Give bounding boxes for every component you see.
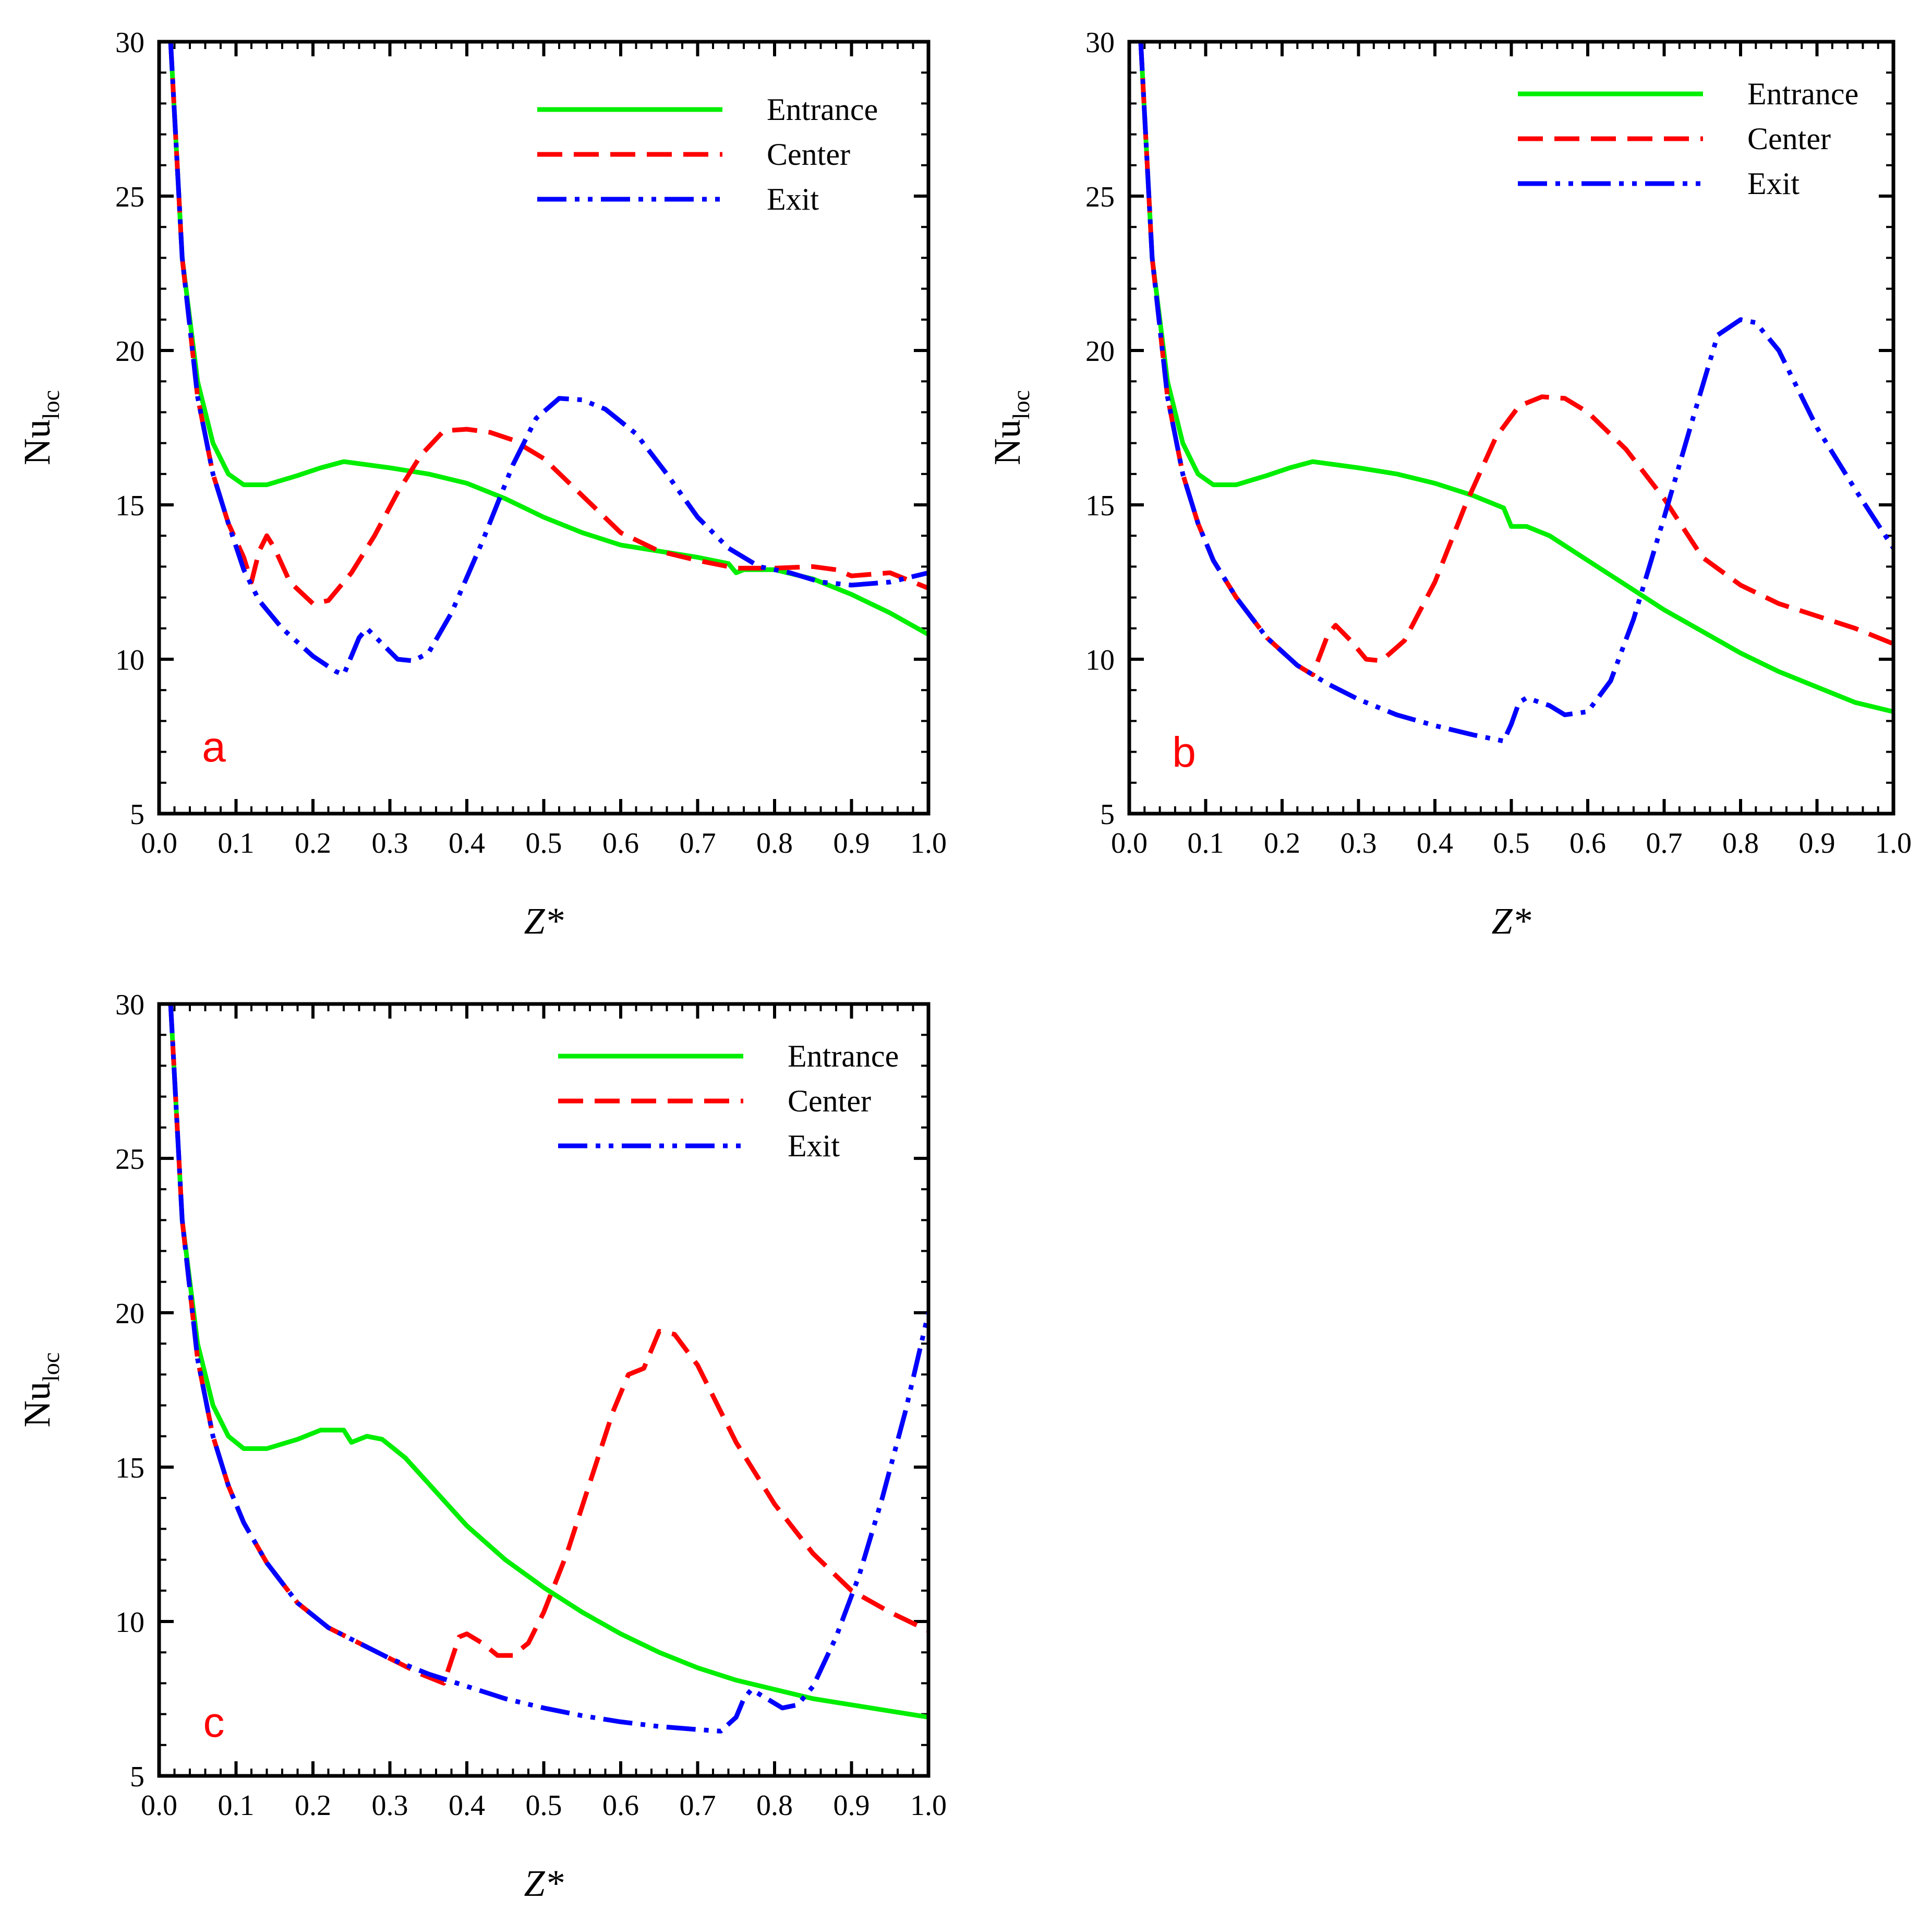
y-tick-label: 10 xyxy=(1085,644,1115,676)
y-axis-label-subscript: loc xyxy=(1008,390,1034,419)
y-tick-label: 15 xyxy=(1085,490,1115,522)
legend-label-center: Center xyxy=(788,1084,871,1118)
legend-label-exit: Exit xyxy=(767,182,819,216)
x-tick-label: 0.6 xyxy=(602,1789,639,1822)
x-tick-label: 0.0 xyxy=(1111,827,1148,860)
x-tick-label: 0.3 xyxy=(372,827,408,860)
series-line-entrance xyxy=(1138,42,1893,714)
legend-label-center: Center xyxy=(767,137,850,172)
x-tick-label: 0.5 xyxy=(526,827,562,860)
x-tick-label: 0.8 xyxy=(1722,827,1759,860)
x-tick-label: 0.6 xyxy=(602,827,639,860)
series-line-exit xyxy=(168,1004,928,1734)
x-tick-label: 0.2 xyxy=(295,1789,331,1822)
y-axis-label-main: Nu xyxy=(16,1382,58,1427)
x-tick-label: 0.2 xyxy=(1264,827,1300,860)
x-axis-label: Z* xyxy=(524,900,563,942)
panel-label: b xyxy=(1172,729,1196,776)
legend-label-exit: Exit xyxy=(788,1129,840,1163)
x-tick-label: 1.0 xyxy=(910,827,947,860)
y-tick-label: 15 xyxy=(115,490,144,522)
series-line-exit xyxy=(168,42,928,677)
x-tick-label: 0.3 xyxy=(1341,827,1377,860)
chart-panel-b: 0.0 0.1 0.2 0.3 0.4 0.5 0.6 0.7 0.8 0.9 1.0 5 10 15 20… xyxy=(986,27,1912,942)
x-tick-label: 0.2 xyxy=(295,827,331,860)
chart-panel-c: 0.0 0.1 0.2 0.3 0.4 0.5 0.6 0.7 0.8 0.9 1.0 5 10 15 20… xyxy=(16,989,947,1904)
y-tick-label: 30 xyxy=(1085,27,1115,59)
x-tick-label: 0.0 xyxy=(141,827,177,860)
legend-label-entrance: Entrance xyxy=(1747,77,1858,111)
y-axis-label-subscript: loc xyxy=(38,390,64,419)
y-axis-label-main: Nu xyxy=(16,419,58,465)
panel-label: c xyxy=(203,1699,225,1746)
y-tick-label: 20 xyxy=(115,1298,144,1330)
x-tick-label: 0.1 xyxy=(218,1789,255,1822)
x-tick-label: 0.4 xyxy=(1417,827,1453,860)
y-tick-label: 10 xyxy=(115,1606,144,1639)
y-axis-label: Nuloc xyxy=(16,390,64,465)
series-line-entrance xyxy=(168,42,928,637)
y-tick-label: 30 xyxy=(115,27,144,59)
legend-label-exit: Exit xyxy=(1747,166,1800,201)
y-tick-label: 5 xyxy=(130,798,144,831)
x-tick-label: 0.4 xyxy=(449,1789,485,1822)
y-axis-label: Nuloc xyxy=(16,1352,64,1427)
x-tick-label: 0.7 xyxy=(680,827,716,860)
x-axis-label: Z* xyxy=(524,1862,563,1904)
y-tick-label: 5 xyxy=(130,1761,144,1793)
x-tick-label: 0.9 xyxy=(834,827,870,860)
x-tick-label: 0.4 xyxy=(449,827,485,860)
x-tick-label: 0.9 xyxy=(1799,827,1836,860)
x-tick-label: 1.0 xyxy=(1875,827,1912,860)
x-tick-label: 0.5 xyxy=(526,1789,562,1822)
y-axis-label-main: Nu xyxy=(986,419,1028,465)
plot-frame xyxy=(157,40,931,816)
x-tick-label: 0.6 xyxy=(1569,827,1606,860)
y-axis-label: Nuloc xyxy=(986,390,1034,465)
series-line-exit xyxy=(1138,42,1893,744)
x-tick-label: 0.0 xyxy=(141,1789,177,1822)
x-tick-label: 0.3 xyxy=(372,1789,408,1822)
x-tick-label: 0.5 xyxy=(1493,827,1530,860)
y-tick-label: 5 xyxy=(1100,798,1115,831)
y-tick-label: 10 xyxy=(115,644,144,676)
y-tick-label: 25 xyxy=(115,1143,144,1176)
chart-panel-a: 0.0 0.1 0.2 0.3 0.4 0.5 0.6 0.7 0.8 0.9 1.0 5 10 15 20… xyxy=(16,27,947,942)
x-tick-label: 0.1 xyxy=(1188,827,1224,860)
legend-label-entrance: Entrance xyxy=(767,92,878,127)
series-line-entrance xyxy=(168,1004,928,1720)
y-tick-label: 25 xyxy=(1085,181,1115,213)
legend-label-entrance: Entrance xyxy=(788,1039,899,1073)
y-tick-label: 25 xyxy=(115,181,144,213)
plot-frame xyxy=(1127,40,1895,816)
x-tick-label: 0.8 xyxy=(756,1789,793,1822)
panel-label: a xyxy=(202,723,226,771)
x-tick-label: 0.7 xyxy=(1646,827,1683,860)
legend-label-center: Center xyxy=(1747,122,1831,156)
x-tick-label: 1.0 xyxy=(910,1789,947,1822)
x-tick-label: 0.8 xyxy=(756,827,793,860)
x-axis-label: Z* xyxy=(1491,900,1531,942)
y-tick-label: 20 xyxy=(1085,335,1115,368)
x-tick-label: 0.7 xyxy=(680,1789,716,1822)
x-tick-label: 0.9 xyxy=(834,1789,870,1822)
y-tick-label: 20 xyxy=(115,335,144,368)
x-tick-label: 0.1 xyxy=(218,827,255,860)
y-tick-label: 30 xyxy=(115,989,144,1021)
plot-frame xyxy=(157,1002,931,1778)
y-tick-label: 15 xyxy=(115,1452,144,1484)
y-axis-label-subscript: loc xyxy=(38,1352,64,1382)
